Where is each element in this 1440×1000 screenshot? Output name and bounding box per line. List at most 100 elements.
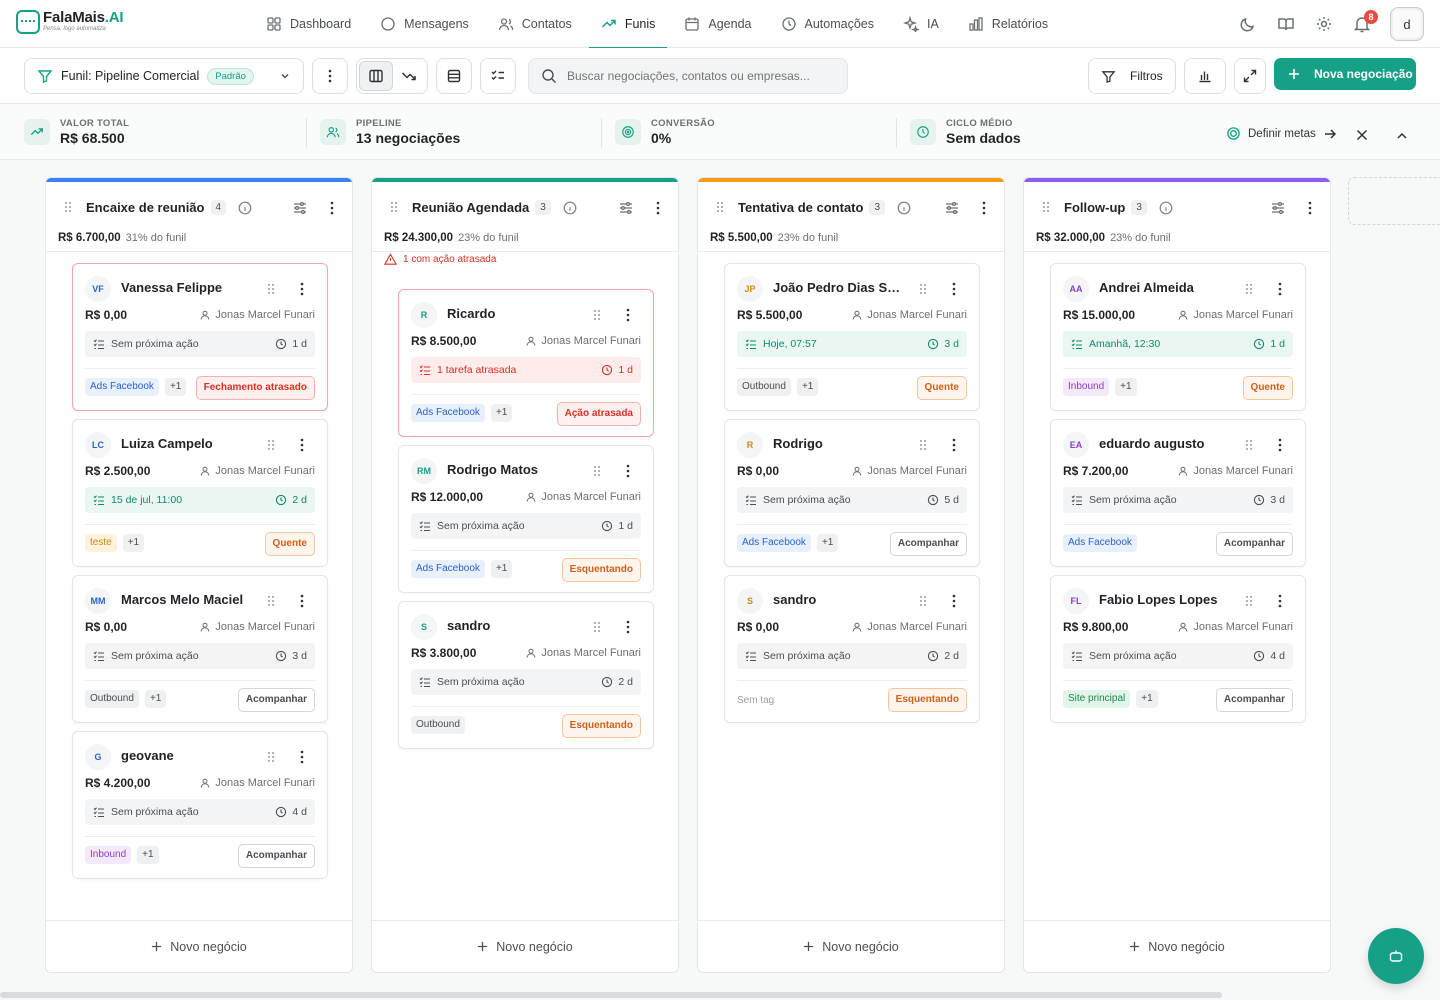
next-action[interactable]: Sem próxima ação 3 d <box>1063 487 1293 513</box>
next-action[interactable]: Hoje, 07:57 3 d <box>737 331 967 357</box>
nav-item-agenda[interactable]: Agenda <box>672 0 763 48</box>
new-business-button[interactable]: Novo negócio <box>372 920 678 972</box>
status-badge[interactable]: Acompanhar <box>237 844 315 868</box>
new-deal-button[interactable]: Nova negociação <box>1274 58 1416 90</box>
nav-item-contatos[interactable]: Contatos <box>486 0 584 48</box>
tag[interactable]: Outbound <box>85 690 139 708</box>
tag[interactable]: +1 <box>1115 378 1137 396</box>
drag-handle-icon[interactable] <box>267 751 275 763</box>
checklist-button[interactable] <box>480 58 516 94</box>
drag-handle-icon[interactable] <box>1245 439 1253 451</box>
next-action[interactable]: Sem próxima ação 3 d <box>85 643 315 669</box>
tag[interactable]: Ads Facebook <box>411 560 485 578</box>
tag[interactable]: +1 <box>137 846 159 864</box>
deal-card[interactable]: LC Luiza Campelo R$ 2.500,00 Jonas Marcel F… <box>72 419 328 567</box>
status-badge[interactable]: Quente <box>1242 376 1293 400</box>
nav-item-funis[interactable]: Funis <box>588 0 668 49</box>
card-more-icon[interactable] <box>952 438 956 452</box>
next-action[interactable]: Sem próxima ação 1 d <box>85 331 315 357</box>
drag-handle-icon[interactable] <box>1245 283 1253 295</box>
status-badge[interactable]: Acompanhar <box>889 532 967 556</box>
card-more-icon[interactable] <box>300 282 304 296</box>
assistant-button[interactable] <box>1368 928 1424 984</box>
drag-handle-icon[interactable] <box>593 309 601 321</box>
new-business-button[interactable]: Novo negócio <box>698 920 1004 972</box>
column-more-icon[interactable] <box>656 200 660 216</box>
drag-handle-icon[interactable] <box>593 465 601 477</box>
status-badge[interactable]: Ação atrasada <box>556 402 641 426</box>
set-goals-link[interactable]: Definir metas <box>1226 126 1337 141</box>
drag-handle-icon[interactable] <box>267 283 275 295</box>
chevron-up-icon[interactable] <box>1396 130 1408 142</box>
info-icon[interactable] <box>563 201 577 215</box>
deal-card[interactable]: JP João Pedro Dias Soares R$ 5.500,00 Jonas… <box>724 263 980 411</box>
next-action[interactable]: Sem próxima ação 4 d <box>85 799 315 825</box>
drag-handle-icon[interactable] <box>390 201 398 215</box>
tag[interactable]: Inbound <box>1063 378 1110 396</box>
drag-handle-icon[interactable] <box>1042 201 1050 215</box>
tag[interactable]: Site principal <box>1063 690 1131 708</box>
deal-card[interactable]: AA Andrei Almeida R$ 15.000,00 Jonas Marcel… <box>1050 263 1306 411</box>
drag-handle-icon[interactable] <box>267 439 275 451</box>
card-more-icon[interactable] <box>1278 282 1282 296</box>
deal-card[interactable]: R Ricardo R$ 8.500,00 Jonas Marcel Funari 1 … <box>398 289 654 437</box>
book-icon[interactable] <box>1276 14 1296 34</box>
tag[interactable]: +1 <box>796 378 819 396</box>
card-more-icon[interactable] <box>300 594 304 608</box>
status-badge[interactable]: Fechamento atrasado <box>195 376 315 400</box>
card-more-icon[interactable] <box>952 282 956 296</box>
deal-card[interactable]: RM Rodrigo Matos R$ 12.000,00 Jonas Marcel … <box>398 445 654 593</box>
nav-item-mensagens[interactable]: Mensagens <box>368 0 481 48</box>
moon-icon[interactable] <box>1238 14 1258 34</box>
status-badge[interactable]: Esquentando <box>561 714 641 738</box>
sliders-icon[interactable] <box>944 200 960 216</box>
card-more-icon[interactable] <box>300 750 304 764</box>
card-more-icon[interactable] <box>952 594 956 608</box>
drag-handle-icon[interactable] <box>716 201 724 215</box>
next-action[interactable]: Sem próxima ação 2 d <box>737 643 967 669</box>
drag-handle-icon[interactable] <box>919 283 927 295</box>
list-view-button[interactable] <box>436 58 472 94</box>
card-more-icon[interactable] <box>626 308 630 322</box>
sliders-icon[interactable] <box>618 200 634 216</box>
tag[interactable]: Ads Facebook <box>1063 534 1137 552</box>
next-action[interactable]: Amanhã, 12:30 1 d <box>1063 331 1293 357</box>
tag[interactable]: +1 <box>816 534 839 552</box>
column-more-icon[interactable] <box>1308 200 1312 216</box>
kanban-view-button[interactable] <box>359 61 393 91</box>
deal-card[interactable]: R Rodrigo R$ 0,00 Jonas Marcel Funari Sem pr… <box>724 419 980 567</box>
next-action[interactable]: 1 tarefa atrasada 1 d <box>411 357 641 383</box>
card-more-icon[interactable] <box>626 464 630 478</box>
drag-handle-icon[interactable] <box>919 439 927 451</box>
drag-handle-icon[interactable] <box>64 201 72 215</box>
card-more-icon[interactable] <box>1278 594 1282 608</box>
status-badge[interactable]: Acompanhar <box>1215 532 1293 556</box>
status-badge[interactable]: Acompanhar <box>1215 688 1293 712</box>
nav-item-relatórios[interactable]: Relatórios <box>956 0 1060 48</box>
tag[interactable]: +1 <box>490 404 513 422</box>
filters-button[interactable]: Filtros <box>1088 58 1176 94</box>
card-more-icon[interactable] <box>300 438 304 452</box>
status-badge[interactable]: Quente <box>264 532 315 556</box>
brand-logo[interactable]: FalaMais.AI Pensa, logo automatiza <box>16 10 124 34</box>
card-more-icon[interactable] <box>626 620 630 634</box>
close-icon[interactable] <box>1356 129 1368 141</box>
tag[interactable]: +1 <box>144 690 167 708</box>
new-business-button[interactable]: Novo negócio <box>1024 920 1330 972</box>
next-action[interactable]: Sem próxima ação 4 d <box>1063 643 1293 669</box>
info-icon[interactable] <box>897 201 911 215</box>
drag-handle-icon[interactable] <box>593 621 601 633</box>
tag[interactable]: Ads Facebook <box>737 534 811 552</box>
gear-icon[interactable] <box>1314 14 1334 34</box>
add-column-button[interactable] <box>1348 177 1440 225</box>
chart-button[interactable] <box>1184 58 1226 94</box>
funnel-selector[interactable]: Funil: Pipeline Comercial Padrão <box>24 58 304 94</box>
expand-button[interactable] <box>1234 58 1266 94</box>
tag[interactable]: +1 <box>490 560 513 578</box>
tag[interactable]: teste <box>85 534 117 552</box>
search-input[interactable] <box>567 69 827 83</box>
deal-card[interactable]: MM Marcos Melo Maciel R$ 0,00 Jonas Marcel … <box>72 575 328 723</box>
